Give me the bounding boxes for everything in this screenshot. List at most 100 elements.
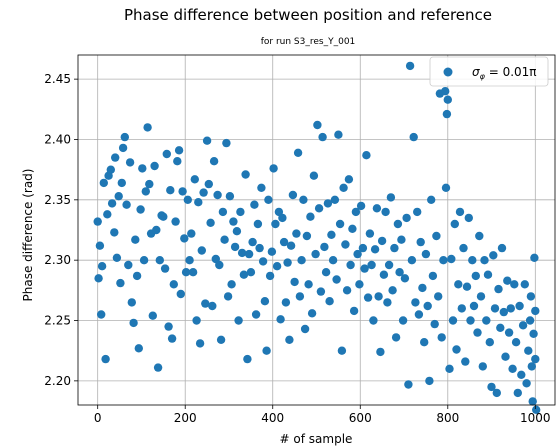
chart-title: Phase difference between position and re… <box>124 6 492 24</box>
data-point <box>278 213 287 223</box>
data-point <box>107 199 117 208</box>
data-point <box>515 301 524 311</box>
data-point <box>437 333 446 342</box>
data-point <box>209 157 219 166</box>
grid-lines <box>78 55 555 405</box>
data-point <box>441 183 451 192</box>
data-point <box>506 304 515 313</box>
data-point <box>281 298 291 307</box>
data-point <box>167 334 177 343</box>
data-point <box>360 264 369 273</box>
x-tick-label: 0 <box>94 411 102 425</box>
data-point <box>398 316 408 325</box>
data-point <box>492 388 501 398</box>
data-point <box>120 132 129 142</box>
data-point <box>185 256 194 265</box>
data-point <box>501 352 510 361</box>
data-point <box>461 357 470 366</box>
data-point <box>129 318 138 328</box>
data-point <box>243 354 252 364</box>
data-point <box>236 207 245 217</box>
data-point <box>480 256 489 265</box>
data-point <box>377 236 387 246</box>
data-point <box>341 240 350 249</box>
data-point <box>504 328 514 337</box>
data-point <box>530 253 539 262</box>
data-point <box>141 187 150 196</box>
data-point <box>323 199 333 208</box>
data-point <box>138 164 147 173</box>
data-point <box>244 249 254 259</box>
data-point <box>445 364 454 373</box>
data-point <box>153 363 163 372</box>
data-point <box>420 338 429 347</box>
data-point <box>206 218 215 227</box>
data-point <box>482 316 491 325</box>
data-point <box>220 235 229 244</box>
data-point <box>304 280 313 289</box>
data-point <box>132 271 142 281</box>
y-tick-label: 2.45 <box>44 72 71 86</box>
data-point <box>468 256 477 265</box>
data-point <box>342 286 352 295</box>
data-point <box>386 193 396 202</box>
data-point <box>230 242 240 252</box>
data-point <box>190 175 199 184</box>
data-point <box>407 256 417 265</box>
data-point <box>279 237 289 247</box>
data-point <box>232 227 242 236</box>
legend-marker <box>443 67 453 77</box>
data-point <box>124 260 133 270</box>
data-point <box>195 339 205 348</box>
data-point <box>425 376 434 386</box>
data-point <box>439 256 448 265</box>
data-point <box>122 200 131 209</box>
data-point <box>462 282 472 291</box>
data-point <box>248 237 257 247</box>
data-point <box>475 231 484 241</box>
data-point <box>520 280 529 289</box>
x-tick-label: 600 <box>349 411 372 425</box>
data-point <box>262 346 271 355</box>
data-point <box>443 95 452 104</box>
data-point <box>283 258 292 267</box>
y-tick-label: 2.40 <box>44 132 71 146</box>
data-point <box>337 346 347 355</box>
data-point <box>383 298 392 307</box>
data-point <box>234 316 243 325</box>
data-point <box>391 333 401 342</box>
data-point <box>349 306 359 316</box>
data-point <box>447 254 456 264</box>
data-point <box>321 268 331 277</box>
data-point <box>131 235 140 244</box>
data-point <box>432 231 441 241</box>
data-point <box>237 248 247 258</box>
data-point <box>306 212 315 221</box>
data-point <box>292 229 301 238</box>
data-point <box>348 224 357 233</box>
data-point <box>101 354 110 364</box>
data-point <box>171 217 180 226</box>
data-point <box>503 276 512 285</box>
data-point <box>418 283 427 293</box>
data-point <box>139 256 149 265</box>
data-point <box>448 316 458 325</box>
data-point <box>390 243 399 253</box>
data-point <box>257 183 266 192</box>
data-point <box>531 306 540 316</box>
data-point <box>176 289 185 299</box>
data-point <box>416 237 425 247</box>
data-point <box>255 243 264 253</box>
data-point <box>339 183 348 192</box>
data-point <box>376 347 385 357</box>
data-point <box>478 362 487 371</box>
data-point <box>150 161 159 171</box>
data-point <box>204 179 213 189</box>
data-point <box>260 297 270 306</box>
data-point <box>114 192 123 201</box>
data-point <box>251 310 261 319</box>
data-point <box>145 179 154 189</box>
data-point <box>99 178 109 188</box>
data-point <box>528 397 537 406</box>
